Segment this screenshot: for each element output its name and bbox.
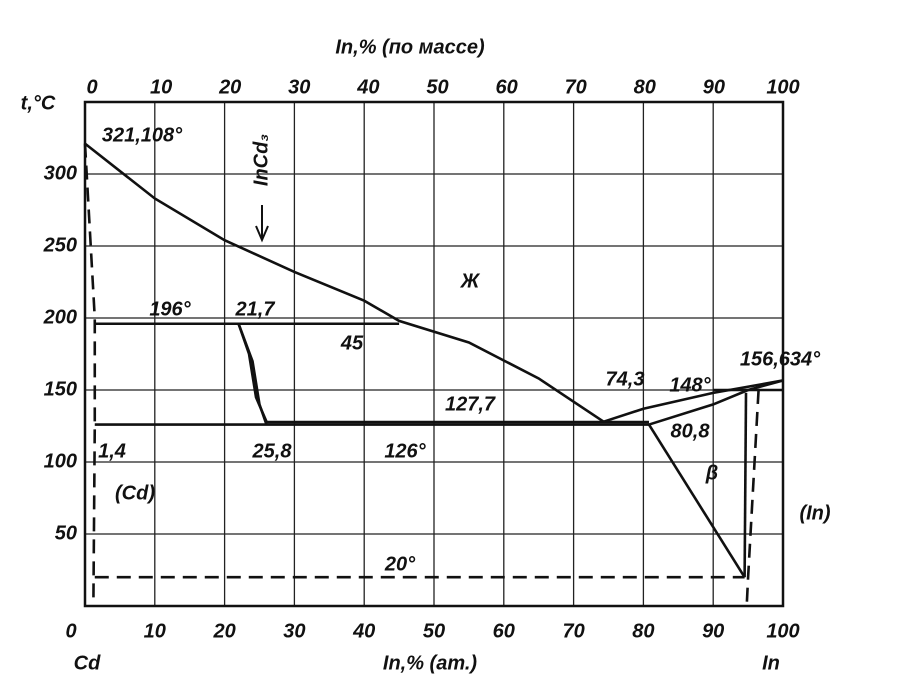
phase-boundary xyxy=(648,379,784,426)
top-tick-label: 20 xyxy=(218,76,241,98)
top-tick-label: 30 xyxy=(288,76,310,98)
end-label: Cd xyxy=(74,652,101,674)
annotation: 21,7 xyxy=(235,298,276,320)
annotation: 20° xyxy=(384,553,416,575)
x-tick-label: 90 xyxy=(702,620,724,642)
x-tick-label: 50 xyxy=(423,620,445,642)
y-tick-label: 100 xyxy=(44,450,77,472)
phase-boundary xyxy=(647,423,746,578)
x-tick-label: 60 xyxy=(493,620,515,642)
y-tick-label: 50 xyxy=(55,522,77,544)
y-tick-label: 300 xyxy=(44,162,77,184)
plot-frame xyxy=(83,100,785,608)
top-tick-label: 100 xyxy=(766,76,799,98)
x-tick-label: 20 xyxy=(212,620,235,642)
x-tick-label: 30 xyxy=(283,620,305,642)
annotation: (Cd) xyxy=(115,482,155,504)
top-tick-label: 0 xyxy=(86,76,97,98)
top-tick-label: 10 xyxy=(150,76,172,98)
top-tick-label: 90 xyxy=(703,76,725,98)
top-tick-label: 80 xyxy=(634,76,656,98)
x-tick-label: 0 xyxy=(65,620,76,642)
top-tick-label: 70 xyxy=(565,76,587,98)
y-tick-label: 250 xyxy=(43,234,77,256)
annotation: 80,8 xyxy=(671,420,711,442)
annotation: 196° xyxy=(149,298,191,320)
top-tick-label: 60 xyxy=(495,76,517,98)
annotation: 25,8 xyxy=(252,440,293,462)
annotation: (In) xyxy=(799,502,830,524)
annotation: 321,108° xyxy=(102,124,183,146)
x-tick-label: 100 xyxy=(766,620,799,642)
end-label: In xyxy=(762,652,780,674)
annotation: 45 xyxy=(340,332,364,354)
top-tick-label: 50 xyxy=(426,76,448,98)
annotation: β xyxy=(705,462,718,484)
annotation: Ж xyxy=(460,270,481,292)
y-axis-title: t,°C xyxy=(21,92,56,114)
x-tick-label: 70 xyxy=(562,620,584,642)
phase-boundary xyxy=(83,143,97,607)
phase-boundary xyxy=(745,389,760,607)
annotation: 74,3 xyxy=(606,368,645,390)
x-tick-label: 10 xyxy=(144,620,166,642)
annotation: 156,634° xyxy=(740,348,821,370)
phase-boundary xyxy=(743,392,748,578)
annotation: 1,4 xyxy=(98,440,126,462)
annotation: 126° xyxy=(384,440,426,462)
x-axis-title: In,% (ат.) xyxy=(383,652,478,674)
x-tick-label: 80 xyxy=(632,620,654,642)
top-axis-title: In,% (по массе) xyxy=(335,36,485,58)
annotation: 148° xyxy=(669,374,711,396)
annotation: 127,7 xyxy=(445,393,496,415)
x-tick-label: 40 xyxy=(352,620,375,642)
top-tick-label: 40 xyxy=(356,76,379,98)
phase-boundary xyxy=(84,142,605,423)
y-tick-label: 150 xyxy=(44,378,77,400)
arrow-head xyxy=(255,225,269,243)
phase-boundary xyxy=(603,379,784,423)
y-tick-label: 200 xyxy=(43,306,77,328)
annotation: InCd₃ xyxy=(250,134,272,186)
phase-boundary xyxy=(237,323,268,423)
